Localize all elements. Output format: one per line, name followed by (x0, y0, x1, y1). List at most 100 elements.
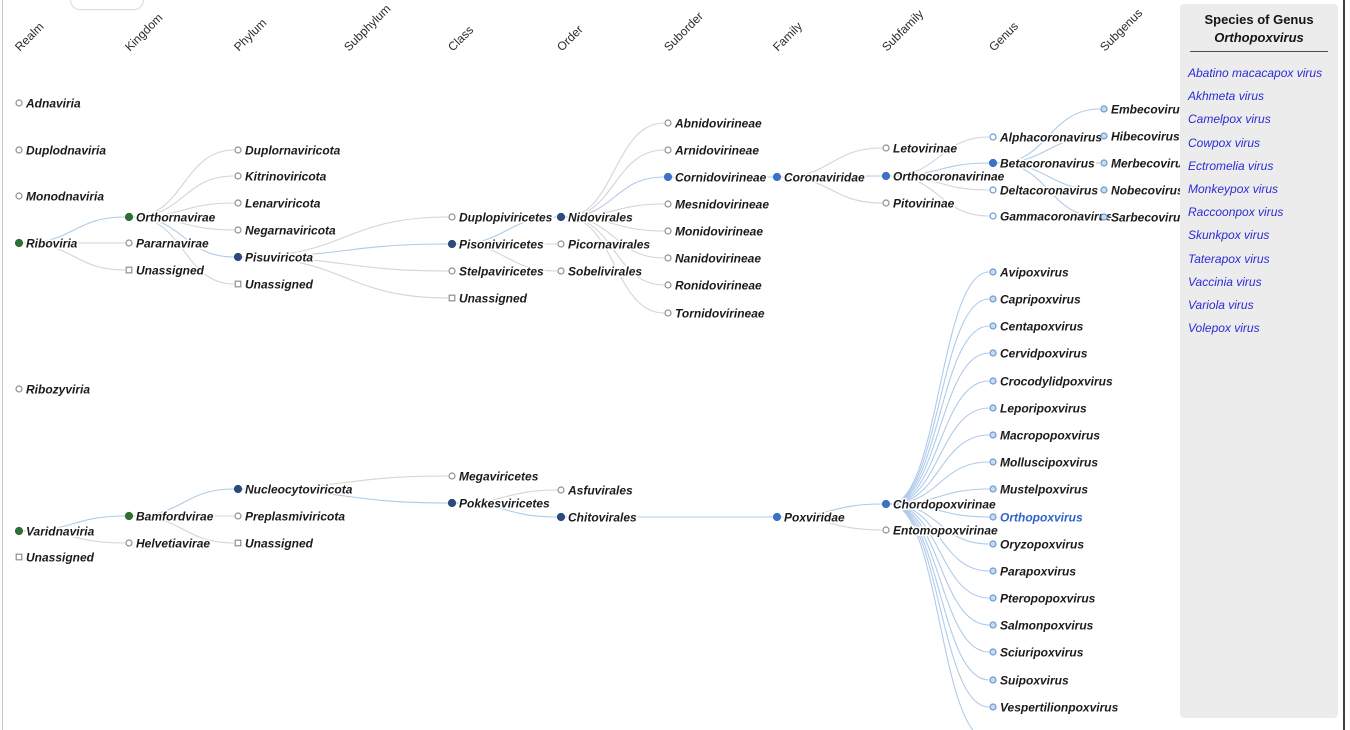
tree-node-pitovirinae[interactable]: Pitovirinae (882, 195, 957, 212)
tree-node-bamfordvirae[interactable]: Bamfordvirae (124, 508, 216, 525)
tree-node-vespertilionpoxvirus[interactable]: Vespertilionpoxvirus (989, 699, 1121, 716)
tree-node-nanidovirineae[interactable]: Nanidovirineae (664, 250, 763, 267)
tree-node-label[interactable]: Arnidovirineae (673, 142, 761, 159)
tree-node-label[interactable]: Sciuripoxvirus (999, 644, 1086, 661)
tree-node-deltacoronavirus[interactable]: Deltacoronavirus (989, 182, 1100, 199)
tree-node-marker[interactable] (448, 294, 456, 302)
tree-node-poxviridae[interactable]: Poxviridae (772, 509, 847, 526)
tree-node-marker[interactable] (989, 349, 997, 357)
tree-node-merbecovirus[interactable]: Merbecovirus (1100, 155, 1191, 172)
tree-node-unassigned_c[interactable]: Unassigned (448, 290, 529, 307)
tree-node-label[interactable]: Merbecovirus (1110, 155, 1191, 172)
tree-node-label[interactable]: Sarbecovirus (1110, 209, 1189, 226)
tree-node-label[interactable]: Varidnaviria (25, 523, 97, 540)
tree-node-mustelpoxvirus[interactable]: Mustelpoxvirus (989, 481, 1090, 498)
tree-node-marker[interactable] (1100, 213, 1108, 221)
tree-node-label[interactable]: Nidovirales (567, 209, 635, 226)
tree-node-label[interactable]: Unassigned (25, 549, 97, 566)
tree-node-leporipoxvirus[interactable]: Leporipoxvirus (989, 400, 1089, 417)
tree-node-label[interactable]: Letovirinae (892, 140, 959, 157)
tree-node-marker[interactable] (664, 146, 672, 154)
tree-node-sobelivirales[interactable]: Sobelivirales (557, 263, 644, 280)
tree-node-marker[interactable] (448, 213, 456, 221)
tree-node-label[interactable]: Orthopoxvirus (999, 509, 1085, 526)
tree-node-nobecovirus[interactable]: Nobecovirus (1100, 182, 1186, 199)
species-link[interactable]: Raccoonpox virus (1188, 205, 1284, 220)
tree-node-parapoxvirus[interactable]: Parapoxvirus (989, 563, 1078, 580)
tree-node-label[interactable]: Duplopiviricetes (458, 209, 555, 226)
tree-node-label[interactable]: Mustelpoxvirus (999, 481, 1090, 498)
tree-node-marker[interactable] (664, 254, 672, 262)
tree-node-molluscipoxvirus[interactable]: Molluscipoxvirus (989, 454, 1100, 471)
tree-node-marker[interactable] (14, 526, 24, 536)
tree-node-label[interactable]: Coronaviridae (783, 169, 867, 186)
tree-node-coronaviridae[interactable]: Coronaviridae (772, 169, 867, 186)
tree-node-marker[interactable] (882, 199, 890, 207)
tree-node-marker[interactable] (234, 539, 242, 547)
tree-node-orthopoxvirus[interactable]: Orthopoxvirus (989, 509, 1085, 526)
tree-node-label[interactable]: Megaviricetes (458, 468, 541, 485)
tree-node-label[interactable]: Macropopoxvirus (999, 427, 1102, 444)
tree-node-label[interactable]: Pitovirinae (892, 195, 957, 212)
tree-node-salmonpoxvirus[interactable]: Salmonpoxvirus (989, 617, 1095, 634)
tree-node-label[interactable]: Monodnaviria (25, 188, 106, 205)
tree-node-label[interactable]: Chordopoxvirinae (892, 496, 998, 513)
tree-node-marker[interactable] (447, 498, 457, 508)
tree-node-marker[interactable] (234, 172, 242, 180)
tree-node-monidovirineae[interactable]: Monidovirineae (664, 223, 765, 240)
tree-node-monodnaviria[interactable]: Monodnaviria (15, 188, 106, 205)
tree-node-nidovirales[interactable]: Nidovirales (556, 209, 635, 226)
tree-node-label[interactable]: Ribozyviria (25, 381, 92, 398)
tree-node-megaviricetes[interactable]: Megaviricetes (448, 468, 541, 485)
tree-node-varidnaviria[interactable]: Varidnaviria (14, 523, 97, 540)
tree-node-label[interactable]: Monidovirineae (674, 223, 765, 240)
tree-node-marker[interactable] (664, 119, 672, 127)
tree-node-label[interactable]: Negarnaviricota (244, 222, 338, 239)
tree-node-marker[interactable] (664, 281, 672, 289)
tree-node-label[interactable]: Chitovirales (567, 509, 639, 526)
tree-node-marker[interactable] (989, 322, 997, 330)
tree-node-centapoxvirus[interactable]: Centapoxvirus (989, 318, 1085, 335)
tree-node-label[interactable]: Duplornaviricota (244, 142, 343, 159)
tree-node-marker[interactable] (989, 186, 997, 194)
tree-node-label[interactable]: Picornavirales (567, 236, 652, 253)
tree-node-marker[interactable] (989, 594, 997, 602)
tree-node-label[interactable]: Pokkesviricetes (458, 495, 552, 512)
tree-node-label[interactable]: Hibecovirus (1110, 128, 1182, 145)
tree-node-marker[interactable] (234, 146, 242, 154)
tree-node-entomopoxvirinae[interactable]: Entomopoxvirinae (882, 522, 1000, 539)
tree-node-marker[interactable] (15, 553, 23, 561)
tree-node-macropopoxvirus[interactable]: Macropopoxvirus (989, 427, 1102, 444)
tree-node-label[interactable]: Bamfordvirae (135, 508, 216, 525)
tree-node-lenarviricota[interactable]: Lenarviricota (234, 195, 322, 212)
tree-node-label[interactable]: Capripoxvirus (999, 291, 1083, 308)
tree-node-label[interactable]: Duplodnaviria (25, 142, 108, 159)
tree-node-sciuripoxvirus[interactable]: Sciuripoxvirus (989, 644, 1086, 661)
tree-node-label[interactable]: Nanidovirineae (674, 250, 763, 267)
tree-node-marker[interactable] (1100, 105, 1108, 113)
tree-node-marker[interactable] (989, 295, 997, 303)
tree-node-riboviria[interactable]: Riboviria (14, 235, 80, 252)
species-link[interactable]: Taterapox virus (1188, 251, 1270, 266)
tree-node-chitovirales[interactable]: Chitovirales (556, 509, 639, 526)
tree-node-label[interactable]: Alphacoronavirus (998, 129, 1104, 146)
tree-node-label[interactable]: Avipoxvirus (998, 264, 1071, 281)
tree-node-marker[interactable] (557, 240, 565, 248)
tree-node-marker[interactable] (989, 703, 997, 711)
tree-node-letovirinae[interactable]: Letovirinae (882, 140, 959, 157)
tree-node-marker[interactable] (989, 648, 997, 656)
tree-node-marker[interactable] (988, 158, 998, 168)
species-link[interactable]: Abatino macacapox virus (1188, 66, 1323, 80)
tree-node-label[interactable]: Riboviria (25, 235, 80, 252)
tree-node-label[interactable]: Vespertilionpoxvirus (999, 699, 1121, 716)
tree-node-asfuvirales[interactable]: Asfuvirales (557, 482, 635, 499)
tree-node-label[interactable]: Adnaviria (24, 95, 83, 112)
tree-node-unassigned_k[interactable]: Unassigned (125, 262, 206, 279)
tree-node-marker[interactable] (882, 526, 890, 534)
tree-node-marker[interactable] (664, 227, 672, 235)
tree-node-helvetiavirae[interactable]: Helvetiavirae (125, 535, 212, 552)
tree-node-marker[interactable] (15, 99, 23, 107)
tree-node-marker[interactable] (989, 676, 997, 684)
tree-node-hibecovirus[interactable]: Hibecovirus (1100, 128, 1182, 145)
tree-node-betacoronavirus[interactable]: Betacoronavirus (988, 155, 1097, 172)
